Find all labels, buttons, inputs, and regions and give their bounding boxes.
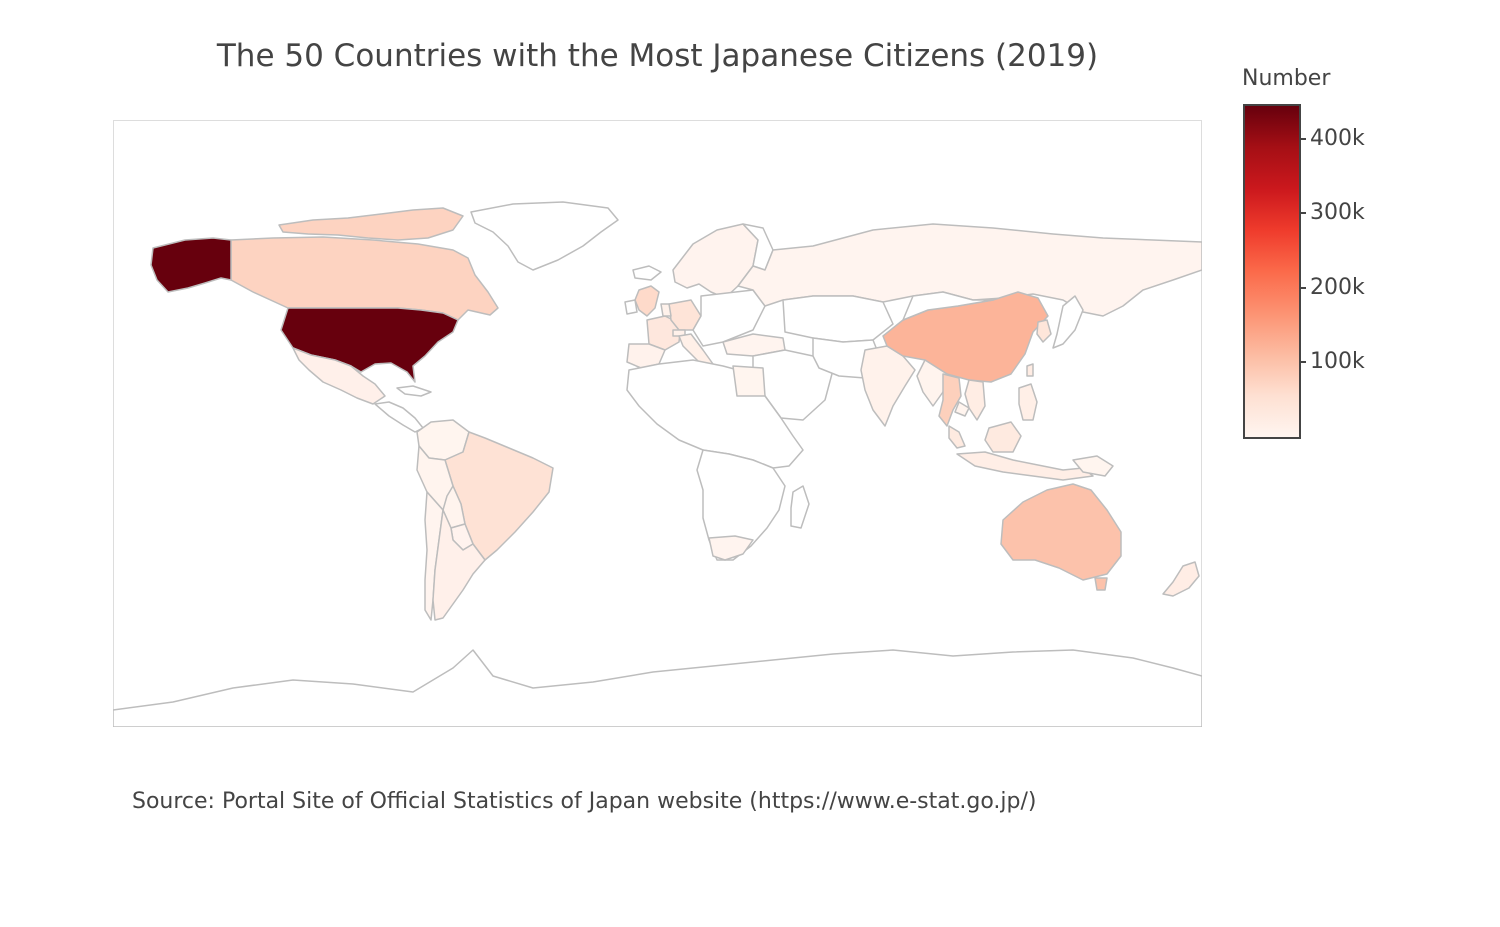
region-central-asia [782,295,894,343]
colorbar-tick-mark [1300,137,1306,140]
region-png [1072,455,1114,477]
map-frame [113,120,1202,727]
colorbar-tick-label: 100k [1310,349,1365,375]
colorbar-title: Number [1242,66,1331,91]
colorbar-tick-mark [1300,361,1306,364]
colorbar-tick-label: 300k [1310,200,1365,226]
region-madagascar [790,485,810,529]
region-cambodia [954,401,970,417]
region-greenland [470,201,619,271]
region-new-zealand [1162,561,1200,597]
map-title: The 50 Countries with the Most Japanese … [216,38,1099,74]
region-canada-islands [278,207,464,241]
region-caribbean [396,385,432,397]
region-vietnam [964,379,986,421]
region-mexico [292,347,386,405]
world-map [113,120,1202,727]
region-antarctica [113,649,1202,727]
colorbar-tick-mark [1300,212,1306,215]
region-argentina [432,509,486,621]
region-philippines [1018,383,1038,421]
region-tasmania [1094,577,1108,591]
region-usa-alaska [150,237,232,293]
colorbar-tick-label: 200k [1310,274,1365,300]
region-japan [1052,295,1084,349]
region-myanmar [916,359,948,407]
region-taiwan [1026,363,1034,377]
region-mongolia [902,291,994,321]
region-africa-south [696,449,786,561]
region-egypt [732,365,766,397]
colorbar-tick-mark [1300,286,1306,289]
region-malaysia [948,425,966,449]
region-thailand [938,373,962,427]
region-korea [1036,319,1052,343]
region-ireland [624,299,638,315]
source-note: Source: Portal Site of Official Statisti… [132,789,1037,814]
region-netherlands [660,303,672,317]
colorbar-tick-label: 400k [1310,125,1365,151]
region-borneo [984,421,1022,453]
region-australia [1000,483,1122,581]
region-south-africa [708,535,754,561]
region-iceland [632,265,662,281]
colorbar-legend: Number 100k 200k 300k 400k [1242,64,1442,454]
colorbar-gradient [1243,104,1301,439]
